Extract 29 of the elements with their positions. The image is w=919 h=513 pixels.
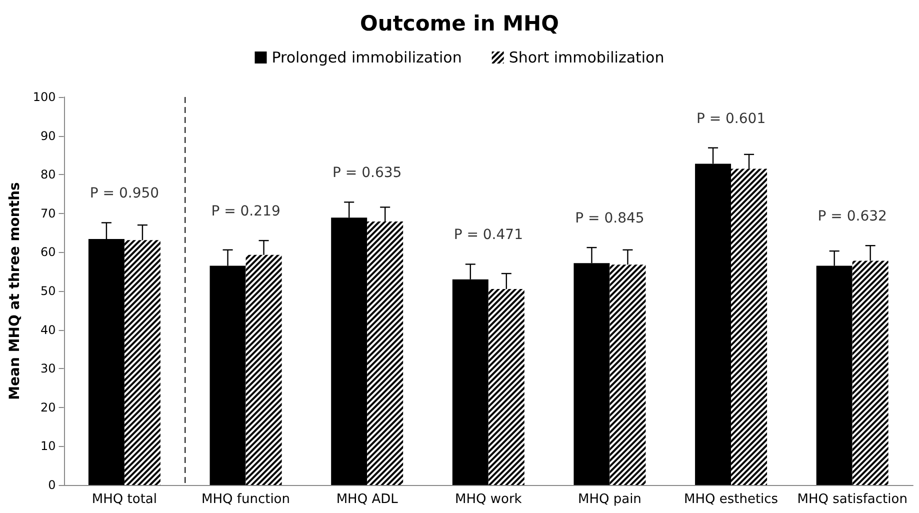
y-tick-label: 80 xyxy=(40,168,56,182)
x-tick-label: MHQ ADL xyxy=(336,492,399,507)
x-tick-label: MHQ total xyxy=(92,492,158,507)
y-tick-label: 20 xyxy=(40,400,56,414)
annotation: P = 0.219 xyxy=(211,204,280,220)
y-tick-label: 40 xyxy=(40,322,56,337)
annotation: P = 0.471 xyxy=(454,227,523,244)
x-tick-label: MHQ esthetics xyxy=(684,492,778,507)
x-tick-label: MHQ pain xyxy=(578,492,642,507)
y-tick-label: 50 xyxy=(40,284,56,298)
legend-label: Short immobilization xyxy=(508,48,664,66)
x-tick-label: MHQ work xyxy=(454,492,522,507)
y-tick-label: 100 xyxy=(32,90,56,104)
legend-label: Prolonged immobilization xyxy=(272,48,462,66)
annotation: P = 0.632 xyxy=(818,208,887,225)
annotation: P = 0.601 xyxy=(696,110,766,127)
y-tick-label: 60 xyxy=(40,245,56,260)
y-tick-label: 90 xyxy=(40,128,56,143)
y-tick-label: 30 xyxy=(40,362,56,376)
y-tick-label: 10 xyxy=(40,439,56,454)
chart-title: Outcome in MHQ xyxy=(360,12,559,36)
annotation: P = 0.950 xyxy=(90,186,160,202)
y-tick-label: 70 xyxy=(40,206,56,220)
y-axis-title: Mean MHQ at three months xyxy=(7,182,23,400)
x-tick-label: MHQ function xyxy=(202,492,290,507)
x-tick-label: MHQ satisfaction xyxy=(797,492,908,507)
annotation: P = 0.635 xyxy=(332,165,402,182)
y-tick-label: 0 xyxy=(48,478,56,492)
annotation: P = 0.845 xyxy=(575,210,644,227)
